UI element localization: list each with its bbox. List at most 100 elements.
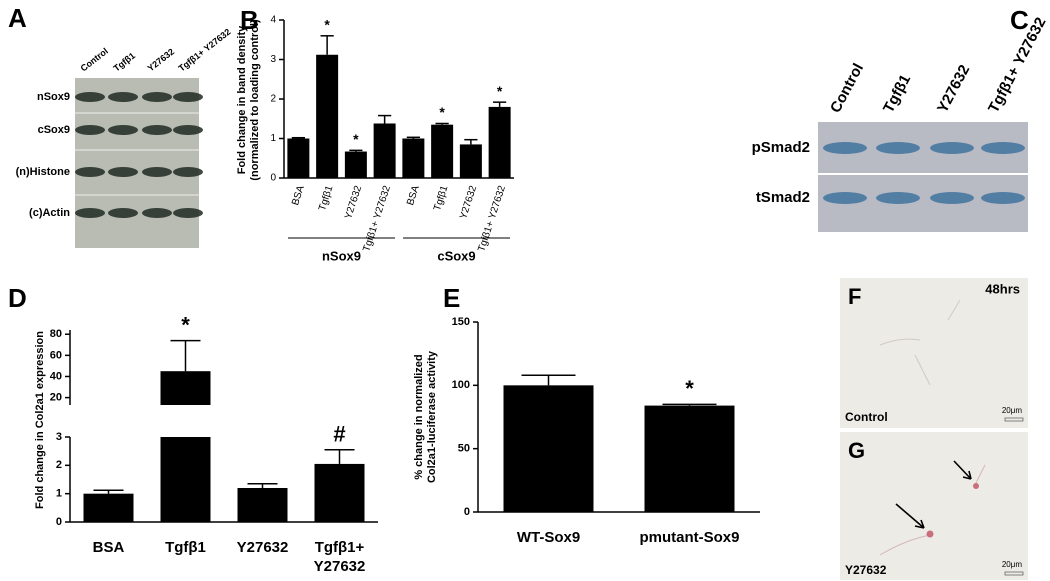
arrow (895, 503, 925, 529)
bar (459, 144, 482, 178)
row-label: pSmad2 (752, 139, 810, 156)
time-label: 48hrs (985, 281, 1020, 296)
lane-label: Control (827, 61, 867, 116)
x-tick-label: Y27632 (237, 539, 289, 556)
band (876, 142, 920, 154)
band (108, 167, 138, 177)
bar (287, 138, 310, 178)
y-tick-label: 40 (50, 370, 62, 382)
y-tick-label: 0 (464, 506, 470, 518)
x-tick-label: Y27632 (314, 558, 366, 575)
x-tick-label: BSA (290, 184, 307, 207)
cell-process (879, 464, 986, 556)
band (930, 142, 974, 154)
y-tick-label: 2 (270, 94, 276, 105)
band (173, 92, 203, 102)
band (108, 125, 138, 135)
cell-outline (879, 299, 961, 386)
x-tick-label: WT-Sox9 (517, 529, 580, 546)
x-tick-label: BSA (93, 539, 125, 556)
y-tick-label: 1 (270, 133, 276, 144)
x-tick-label: BSA (405, 184, 422, 207)
panel-letter: C (1010, 5, 1029, 35)
condition-label: Control (845, 410, 888, 424)
row-label: nSox9 (37, 91, 70, 103)
band (108, 92, 138, 102)
x-tick-label: Y27632 (343, 184, 364, 221)
panel-letter: E (443, 283, 460, 313)
band (173, 208, 203, 218)
band (981, 192, 1025, 204)
significance-mark: * (497, 83, 503, 99)
significance-mark: * (439, 104, 445, 120)
y-axis-label: Col2a1-luciferase activity (426, 350, 438, 483)
bar (644, 405, 735, 512)
significance-mark: * (324, 17, 330, 33)
lane-label: Tgfβ1+ Y27632 (177, 27, 233, 74)
band (930, 192, 974, 204)
scale-label: 20μm (1002, 560, 1023, 569)
panel-letter: A (8, 3, 27, 33)
x-tick-label: Tgfβ1+ Y27632 (361, 184, 393, 253)
band (108, 208, 138, 218)
x-tick-label: pmutant-Sox9 (639, 529, 739, 546)
bar (160, 437, 211, 522)
y-tick-label: 3 (56, 431, 62, 443)
group-label: nSox9 (322, 248, 361, 263)
bar (83, 493, 134, 522)
x-tick-label: Tgfβ1+ Y27632 (476, 184, 508, 253)
y-axis-label: Fold change in band density (236, 25, 248, 174)
condition-label: Y27632 (845, 563, 887, 577)
stained-cell (973, 483, 979, 489)
blot-membrane (75, 78, 199, 248)
panel-letter: D (8, 283, 27, 313)
panel-letter: G (848, 438, 865, 463)
band (142, 208, 172, 218)
bar (344, 151, 367, 178)
row-label: (c)Actin (29, 207, 70, 219)
y-tick-label: 4 (270, 15, 276, 26)
bar (402, 138, 425, 178)
row-label: cSox9 (38, 124, 70, 136)
lane-label: Tgfβ1 (880, 72, 914, 116)
blot-membrane (818, 122, 1028, 232)
panel-letter: B (240, 5, 259, 35)
bar (488, 106, 511, 178)
band (173, 167, 203, 177)
y-tick-label: 20 (50, 392, 62, 404)
x-tick-label: Y27632 (458, 184, 479, 221)
x-tick-label: Tgfβ1 (165, 539, 206, 556)
band (823, 192, 867, 204)
stained-cell (926, 530, 934, 538)
significance-mark: * (685, 376, 694, 401)
lane-label: Tgfβ1 (112, 50, 137, 73)
band (75, 92, 105, 102)
band (142, 167, 172, 177)
x-tick-label: Tgfβ1+ (315, 539, 365, 556)
y-tick-label: 100 (452, 379, 470, 391)
micrograph (840, 278, 1028, 428)
bar (431, 124, 454, 178)
band (142, 125, 172, 135)
band (981, 142, 1025, 154)
bar (314, 463, 365, 522)
y-tick-label: 80 (50, 328, 62, 340)
band (173, 125, 203, 135)
micrograph (840, 432, 1028, 580)
y-tick-label: 60 (50, 349, 62, 361)
row-label: (n)Histone (16, 166, 70, 178)
lane-label: Y27632 (934, 62, 973, 116)
significance-mark: * (353, 131, 359, 147)
significance-mark: * (181, 312, 190, 337)
lane-label: Y27632 (146, 46, 177, 73)
bar (316, 54, 339, 179)
band (142, 92, 172, 102)
y-tick-label: 0 (56, 516, 62, 528)
bar (503, 385, 594, 512)
band (75, 125, 105, 135)
lane-label: Control (79, 46, 110, 74)
scale-label: 20μm (1002, 406, 1023, 415)
y-tick-label: 50 (458, 443, 470, 455)
y-axis-label: % change in normalized (413, 354, 425, 479)
y-tick-label: 150 (452, 316, 470, 328)
